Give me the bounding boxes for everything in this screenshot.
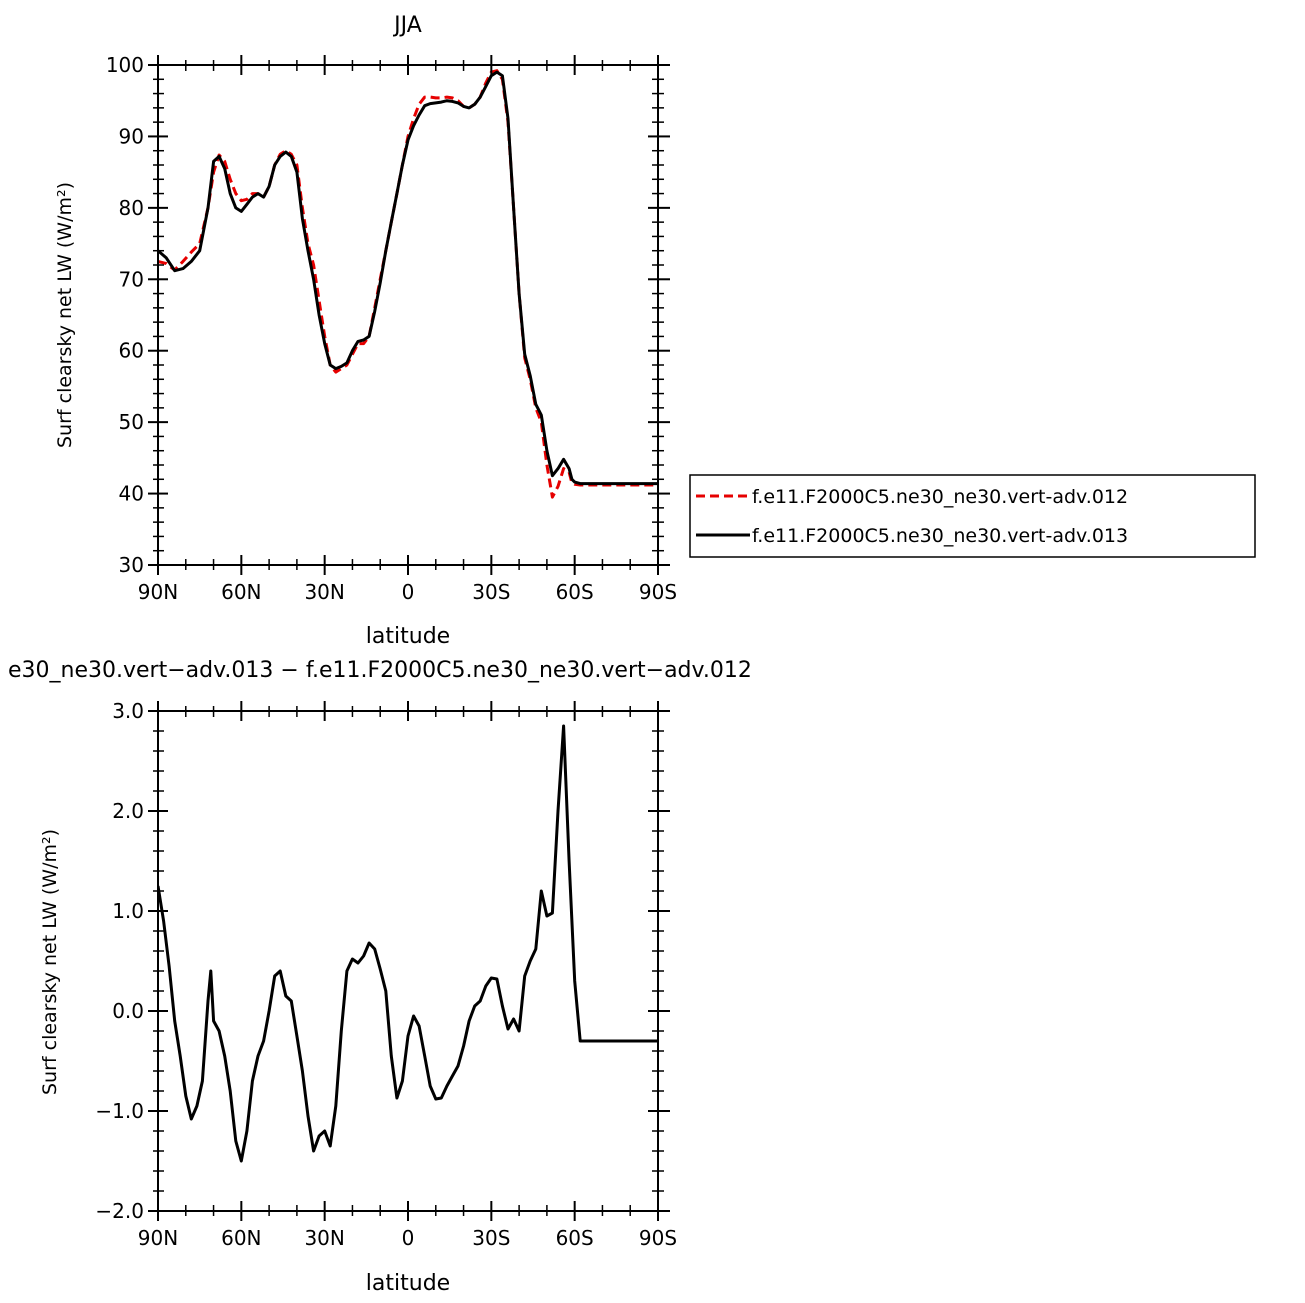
- y-tick-label: 1.0: [112, 899, 144, 923]
- bottom-chart-title: e30_ne30.vert−adv.013 − f.e11.F2000C5.ne…: [8, 658, 752, 683]
- top-x-axis-label: latitude: [366, 624, 450, 649]
- top-y-axis-label: Surf clearsky net LW (W/m²): [54, 182, 76, 448]
- y-tick-label: 100: [106, 53, 144, 77]
- legend-label-series-2: f.e11.F2000C5.ne30_ne30.vert-adv.013: [752, 525, 1128, 547]
- y-tick-label: 0.0: [112, 999, 144, 1023]
- bottom-x-axis-label: latitude: [366, 1271, 450, 1296]
- bottom-plot-area: 90N 60N 30N 0 30S 60S 90S −2.0 −1.0 0.0 1.0 2.0 3.0: [95, 699, 677, 1250]
- x-tick-label: 60S: [556, 1226, 594, 1250]
- x-tick-label: 30N: [304, 1226, 344, 1250]
- legend-box: [689, 474, 1256, 558]
- y-tick-label: 40: [119, 482, 144, 506]
- y-tick-label: 3.0: [112, 699, 144, 723]
- series-line-1: [158, 724, 658, 1163]
- x-tick-label: 0: [402, 1226, 415, 1250]
- y-tick-label: 50: [119, 410, 144, 434]
- legend-label-series-1: f.e11.F2000C5.ne30_ne30.vert-adv.012: [752, 486, 1128, 508]
- y-tick-label: 70: [119, 267, 144, 291]
- top-panel: JJA 90N 60N 30N 0 30S 60S 90S 30 40 50 60 70 80 90 100…: [54, 13, 677, 649]
- top-plot-area: 90N 60N 30N 0 30S 60S 90S 30 40 50 60 70 80 90 100: [106, 53, 677, 604]
- y-tick-label: 90: [119, 124, 144, 148]
- x-tick-label: 60N: [221, 580, 261, 604]
- y-tick-label: −2.0: [95, 1199, 144, 1223]
- x-tick-label: 60N: [221, 1226, 261, 1250]
- x-tick-label: 90S: [639, 1226, 677, 1250]
- x-tick-label: 30S: [472, 1226, 510, 1250]
- y-tick-label: 30: [119, 553, 144, 577]
- series-line-2: [158, 70, 658, 486]
- top-chart-title: JJA: [392, 13, 422, 38]
- x-tick-label: 30S: [472, 580, 510, 604]
- x-tick-label: 0: [402, 580, 415, 604]
- x-tick-label: 90S: [639, 580, 677, 604]
- bottom-panel: e30_ne30.vert−adv.013 − f.e11.F2000C5.ne…: [8, 658, 752, 1296]
- x-tick-label: 60S: [556, 580, 594, 604]
- y-tick-label: −1.0: [95, 1099, 144, 1123]
- series-line-1: [158, 69, 658, 499]
- y-tick-label: 2.0: [112, 799, 144, 823]
- x-tick-label: 90N: [138, 1226, 178, 1250]
- legend: f.e11.F2000C5.ne30_ne30.vert-adv.012 f.e…: [689, 474, 1256, 558]
- y-tick-label: 60: [119, 339, 144, 363]
- x-tick-label: 90N: [138, 580, 178, 604]
- plot-frame: [157, 710, 659, 1212]
- y-tick-label: 80: [119, 196, 144, 220]
- bottom-y-axis-label: Surf clearsky net LW (W/m²): [39, 829, 61, 1095]
- x-tick-label: 30N: [304, 580, 344, 604]
